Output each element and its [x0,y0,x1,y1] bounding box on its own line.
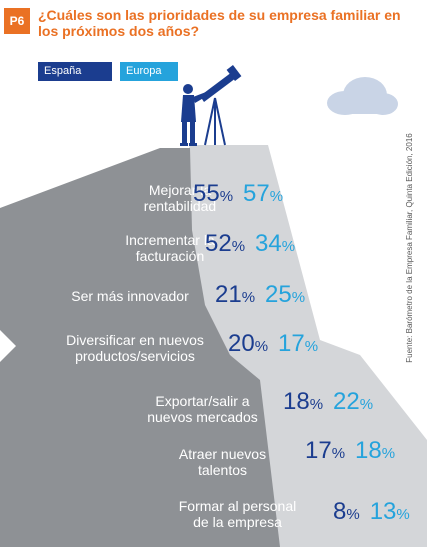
row-values: 21% 25% [215,281,305,309]
value-percent: % [381,445,396,462]
legend-europe: Europa [120,62,178,81]
value-percent: % [359,396,374,413]
row-label-line1: Incrementar la [125,232,215,248]
value-number: 17 [305,437,332,464]
row-values: 55% 57% [193,180,283,208]
spain-value: 55% [193,180,233,208]
telescope-tube [200,65,242,102]
value-number: 13 [369,498,397,525]
value-number: 18 [283,388,310,415]
spain-value: 20% [228,330,268,358]
europe-value: 13% [370,498,410,526]
chart-title: ¿Cuáles son las prioridades de su empres… [38,7,401,39]
mountain-dark-shape [0,148,280,547]
value-number: 34 [255,230,282,257]
value-number: 18 [355,437,382,464]
value-percent: % [219,188,234,205]
spain-value: 18% [283,388,323,416]
row-label-line2: talentos [197,462,248,478]
value-percent: % [331,445,346,462]
row-values: 18% 22% [283,388,373,416]
value-number: 21 [215,281,242,308]
europe-value: 25% [265,281,305,309]
value-percent: % [254,338,269,355]
row-label-line1: Exportar/salir a [155,393,250,409]
value-number: 52 [205,230,232,257]
legend-spain: España [38,62,112,81]
value-number: 55 [193,180,220,207]
europe-value: 57% [243,180,283,208]
question-badge: P6 [4,8,30,34]
value-percent: % [241,289,256,306]
row-label: Ser más innovador [45,288,215,304]
row-label-line2: de la empresa [193,514,282,530]
row-label-line1: Atraer nuevos [178,446,267,462]
row-label: Mejorar la rentabilidad [105,182,255,214]
row-label-line2: rentabilidad [143,198,217,214]
row-label: Diversificar en nuevos productos/servicio… [45,332,225,364]
row-values: 8% 13% [333,498,410,526]
row-label: Atraer nuevos talentos [170,446,275,478]
value-number: 20 [228,330,255,357]
source-note: Fuente: Barómetro de la Empresa Familiar… [405,133,414,363]
person-icon [180,84,207,146]
value-percent: % [304,338,319,355]
europe-value: 17% [278,330,318,358]
cloud-icon [327,77,398,115]
row-label-line1: Diversificar en nuevos [66,332,204,348]
row-label: Exportar/salir a nuevos mercados [130,393,275,425]
value-percent: % [231,238,246,255]
europe-value: 34% [255,230,295,258]
telescope-icon [204,97,226,146]
spain-value: 17% [305,437,345,465]
row-values: 17% 18% [305,437,395,465]
value-number: 25 [265,281,292,308]
row-label-line2: facturación [135,248,205,264]
row-label-line1: Mejorar la [148,182,212,198]
spain-value: 52% [205,230,245,258]
row-label: Incrementar la facturación [85,232,255,264]
row-values: 52% 34% [205,230,295,258]
value-percent: % [346,506,360,523]
row-label-line1: Ser más innovador [71,288,189,304]
spain-value: 8% [333,498,360,526]
europe-value: 18% [355,437,395,465]
row-label-line2: productos/servicios [75,348,195,364]
row-label-line1: Formar al personal [178,498,297,514]
value-percent: % [281,238,296,255]
row-values: 20% 17% [228,330,318,358]
value-percent: % [309,396,324,413]
value-percent: % [396,506,410,523]
row-label: Formar al personal de la empresa [155,498,320,530]
value-number: 22 [333,388,360,415]
value-number: 57 [243,180,270,207]
value-percent: % [269,188,284,205]
value-percent: % [291,289,306,306]
value-number: 17 [278,330,305,357]
europe-value: 22% [333,388,373,416]
arrow-icon [0,330,16,362]
spain-value: 21% [215,281,255,309]
row-label-line2: nuevos mercados [147,409,258,425]
value-number: 8 [333,498,347,525]
